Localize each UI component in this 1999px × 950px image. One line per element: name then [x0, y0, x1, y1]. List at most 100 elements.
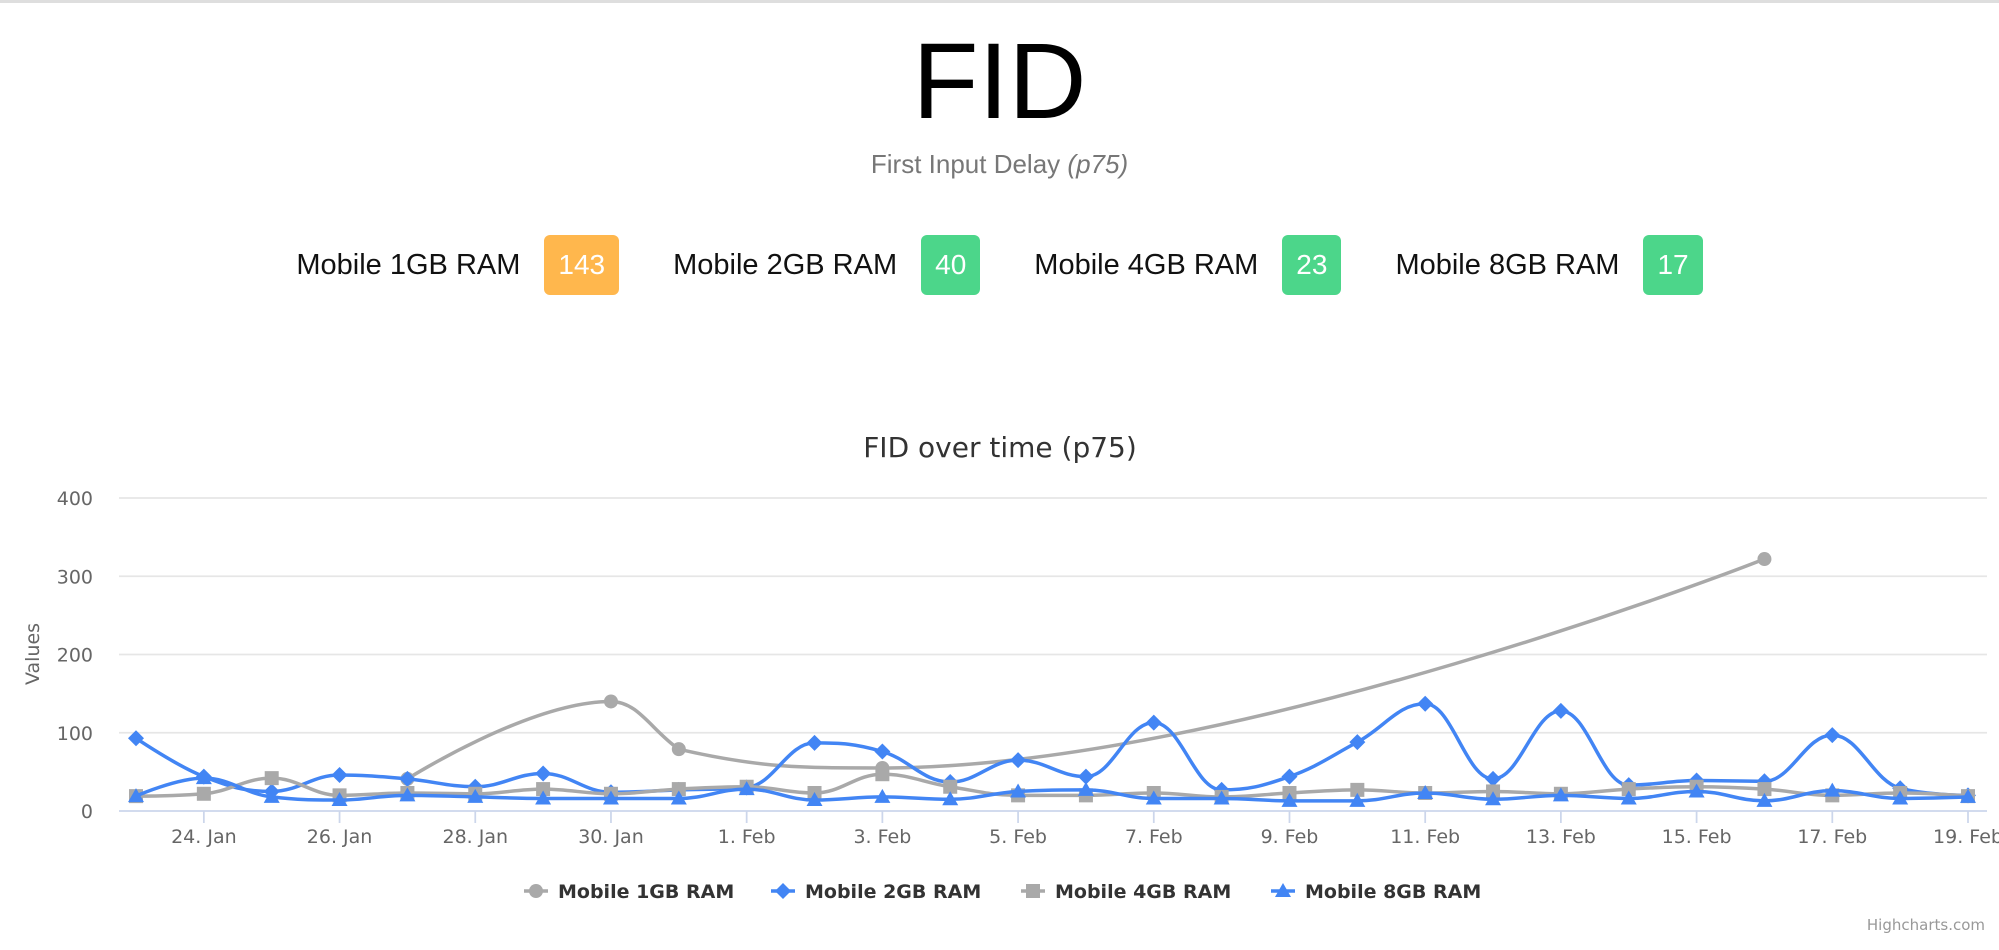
triangle-marker-data-point[interactable] [738, 781, 755, 796]
triangle-marker-data-point[interactable] [467, 788, 484, 803]
triangle-marker-data-point[interactable] [128, 788, 144, 803]
circle-marker-data-point[interactable] [1757, 552, 1772, 567]
y-tick-label: 400 [57, 488, 93, 510]
chart-title: FID over time (p75) [863, 431, 1137, 464]
square-marker-data-point[interactable] [943, 779, 958, 794]
x-tick-label: 13. Feb [1526, 826, 1596, 848]
square-marker-data-point[interactable] [1621, 782, 1636, 797]
triangle-marker-data-point[interactable] [1688, 783, 1705, 798]
x-tick-label: 26. Jan [307, 826, 373, 848]
diamond-marker-data-point[interactable] [128, 730, 144, 747]
diamond-icon [775, 883, 791, 899]
series-line[interactable] [405, 557, 1767, 781]
diamond-marker-data-point[interactable] [1349, 734, 1366, 751]
x-tick-label: 7. Feb [1125, 826, 1183, 848]
fid-over-time-chart: FID over time (p75) 0 100 200 300 400 Values… [0, 400, 1999, 950]
legend-label: Mobile 8GB RAM [1305, 881, 1481, 903]
summary-item-mobile-1gb: Mobile 1GB RAM 143 [296, 235, 620, 295]
x-tick-label: 9. Feb [1261, 826, 1319, 848]
triangle-marker-data-point[interactable] [942, 791, 959, 806]
square-icon [1026, 884, 1040, 898]
diamond-marker-data-point[interactable] [874, 743, 891, 760]
triangle-marker-data-point[interactable] [263, 788, 280, 803]
legend-item-mobile-1gb-ram[interactable]: Mobile 1GB RAM [524, 881, 734, 903]
circle-marker-data-point[interactable] [603, 694, 618, 709]
series-line[interactable] [134, 702, 1970, 798]
square-marker-data-point[interactable] [1757, 782, 1772, 797]
triangle-marker-data-point[interactable] [331, 792, 348, 807]
summary-label: Mobile 8GB RAM [1395, 248, 1620, 281]
diamond-marker-data-point[interactable] [1552, 702, 1569, 719]
square-marker-data-point[interactable] [264, 771, 279, 786]
square-marker-data-point[interactable] [875, 767, 890, 782]
diamond-marker-data-point[interactable] [1824, 727, 1841, 744]
triangle-marker-data-point[interactable] [1756, 792, 1773, 807]
top-divider [0, 0, 1999, 3]
square-marker-data-point[interactable] [671, 782, 686, 797]
triangle-marker-data-point[interactable] [399, 787, 416, 802]
diamond-marker-data-point[interactable] [535, 765, 552, 782]
score-badge: 23 [1282, 235, 1342, 295]
diamond-marker-data-point[interactable] [1485, 770, 1502, 787]
summary-label: Mobile 4GB RAM [1034, 248, 1259, 281]
diamond-marker-data-point[interactable] [806, 734, 823, 751]
square-marker-data-point[interactable] [196, 786, 211, 801]
triangle-marker-data-point[interactable] [195, 770, 212, 785]
triangle-marker-data-point[interactable] [1552, 787, 1569, 802]
legend-label: Mobile 4GB RAM [1055, 881, 1231, 903]
metric-subtitle: First Input Delay (p75) [0, 151, 1999, 177]
series-line[interactable] [134, 776, 1970, 803]
triangle-marker-data-point[interactable] [806, 792, 823, 807]
triangle-marker-data-point[interactable] [670, 790, 687, 805]
highcharts-credits-link[interactable]: Highcharts.com [1867, 916, 1985, 934]
diamond-marker-data-point[interactable] [399, 770, 416, 787]
triangle-marker-data-point[interactable] [1417, 785, 1434, 800]
triangle-marker-data-point[interactable] [874, 788, 891, 803]
series-mobile-8gb-ram [128, 770, 1976, 807]
device-summary-row: Mobile 1GB RAM 143 Mobile 2GB RAM 40 Mob… [0, 235, 1999, 295]
triangle-marker-data-point[interactable] [1213, 790, 1230, 805]
x-tick-label: 11. Feb [1390, 826, 1460, 848]
triangle-marker-data-point[interactable] [602, 790, 619, 805]
score-badge: 17 [1643, 235, 1703, 295]
triangle-marker-data-point[interactable] [1892, 790, 1909, 805]
x-tick-label: 1. Feb [718, 826, 776, 848]
summary-item-mobile-2gb: Mobile 2GB RAM 40 [673, 235, 981, 295]
triangle-marker-data-point[interactable] [1960, 788, 1976, 803]
triangle-marker-data-point[interactable] [1620, 790, 1637, 805]
x-tick-label: 24. Jan [171, 826, 237, 848]
legend-item-mobile-4gb-ram[interactable]: Mobile 4GB RAM [1021, 881, 1231, 903]
diamond-marker-data-point[interactable] [1077, 768, 1094, 785]
chart-canvas: FID over time (p75) 0 100 200 300 400 Values… [22, 431, 1999, 934]
circle-marker-data-point[interactable] [671, 742, 686, 757]
triangle-marker-data-point[interactable] [1077, 781, 1094, 796]
triangle-marker-data-point[interactable] [1281, 792, 1298, 807]
series-line[interactable] [134, 772, 1970, 799]
diamond-marker-data-point[interactable] [1010, 752, 1027, 769]
metric-title: FID [912, 20, 1087, 141]
series-group [128, 552, 1976, 807]
legend-label: Mobile 2GB RAM [805, 881, 981, 903]
triangle-marker-data-point[interactable] [535, 790, 552, 805]
triangle-marker-data-point[interactable] [1485, 791, 1502, 806]
legend-item-mobile-8gb-ram[interactable]: Mobile 8GB RAM [1271, 881, 1481, 903]
square-marker-data-point[interactable] [1350, 782, 1365, 797]
triangle-marker-data-point[interactable] [1824, 782, 1841, 797]
series-mobile-1gb-ram [400, 552, 1772, 786]
diamond-marker-data-point[interactable] [331, 767, 348, 784]
square-marker-data-point[interactable] [536, 782, 551, 797]
diamond-marker-data-point[interactable] [1417, 695, 1434, 712]
triangle-marker-data-point[interactable] [1010, 783, 1027, 798]
x-tick-label: 17. Feb [1797, 826, 1867, 848]
diamond-marker-data-point[interactable] [1281, 768, 1298, 785]
x-tick-label: 19. Feb [1933, 826, 1999, 848]
legend-item-mobile-2gb-ram[interactable]: Mobile 2GB RAM [771, 881, 981, 903]
summary-item-mobile-4gb: Mobile 4GB RAM 23 [1034, 235, 1342, 295]
triangle-marker-data-point[interactable] [1145, 790, 1162, 805]
triangle-marker-data-point[interactable] [1349, 792, 1366, 807]
diamond-marker-data-point[interactable] [1145, 714, 1162, 731]
score-badge: 40 [921, 235, 981, 295]
legend-label: Mobile 1GB RAM [558, 881, 734, 903]
y-tick-label: 200 [57, 645, 93, 667]
subtitle-text: First Input Delay [870, 149, 1061, 179]
